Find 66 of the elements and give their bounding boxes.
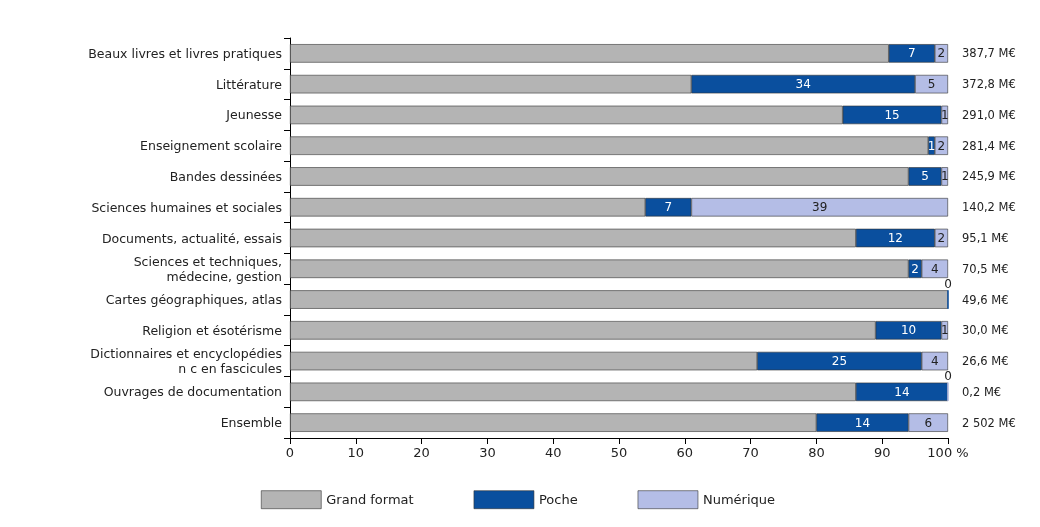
text: 245,9 M€ [962, 169, 1016, 184]
data-label: 7 [907, 46, 916, 61]
data-label: 14 [854, 415, 871, 430]
text: 387,7 M€ [962, 46, 1016, 61]
x-tick-label: 10 [347, 445, 365, 460]
x-tick-label: 60 [676, 445, 694, 460]
y-tick-label: Dictionnaires et encyclopédies n c en fascicules [90, 346, 282, 377]
text: 95,1 M€ [962, 231, 1009, 245]
text: 2 502 M€ [962, 415, 1016, 430]
data-label: 2 [937, 231, 946, 245]
y-tick-label: Enseignement scolaire [140, 138, 283, 154]
text: 281,4 M€ [962, 138, 1016, 153]
data-label: 14 [894, 384, 910, 399]
data-label: 34 [795, 77, 811, 92]
data-label: 5 [927, 77, 936, 92]
data-label: 39 [812, 200, 828, 215]
data-label: 1 [940, 107, 949, 122]
data-label: 5 [921, 169, 929, 184]
text: 30,0 M€ [962, 323, 1009, 338]
x-tick-label: 70 [742, 445, 759, 460]
x-tick-label: 100 % [927, 445, 969, 460]
x-tick-label: 30 [479, 445, 496, 460]
y-tick-label: Sciences et techniques, médecine, gestion [133, 253, 282, 284]
x-tick-label: 50 [610, 445, 628, 460]
data-label: 15 [884, 107, 900, 122]
data-label: 4 [931, 354, 939, 369]
y-tick-label: Beaux livres et livres pratiques [88, 45, 282, 61]
data-label: 10 [900, 323, 917, 338]
text: 70,5 M€ [962, 261, 1009, 276]
bar [290, 290, 948, 309]
data-label: 12 [887, 231, 903, 245]
data-label: 0 [944, 276, 952, 291]
text: 26,6 M€ [962, 354, 1009, 369]
legend-label: Numérique [702, 492, 776, 508]
data-label: 7 [664, 200, 673, 215]
text: 372,8 M€ [962, 77, 1016, 92]
x-tick-label: 80 [808, 445, 825, 460]
legend-label: Poche [538, 492, 578, 508]
text: 49,6 M€ [962, 292, 1009, 307]
data-label: 25 [831, 354, 848, 369]
y-tick-label: Jeunesse [225, 107, 283, 123]
x-tick-label: 90 [873, 445, 891, 460]
data-label: 2 [937, 138, 946, 153]
text: 140,2 M€ [962, 200, 1016, 215]
y-tick-label: Ensemble [220, 415, 283, 431]
text: 0,2 M€ [962, 384, 1002, 399]
text: 291,0 M€ [962, 107, 1016, 122]
y-tick-label: Cartes géographiques, atlas [105, 292, 282, 308]
y-tick-label: Religion et ésotérisme [142, 322, 283, 338]
y-tick-label: Documents, actualité, essais [101, 230, 282, 246]
y-tick-label: Bandes dessinées [169, 168, 282, 184]
y-tick-label: Ouvrages de documentation [103, 384, 282, 400]
data-label: 0 [944, 369, 952, 384]
data-label: 1 [940, 169, 949, 184]
y-tick-label: Littérature [215, 76, 283, 92]
data-label: 6 [924, 415, 933, 430]
x-tick-label: 0 [285, 445, 295, 460]
data-label: 4 [931, 261, 939, 276]
data-label: 1 [940, 323, 949, 338]
x-tick-label: 20 [413, 445, 430, 460]
x-tick-label: 40 [544, 445, 562, 460]
data-label: 1 [927, 138, 936, 153]
legend-label: Grand format [326, 492, 414, 508]
data-label: 2 [937, 46, 946, 61]
data-label: 2 [911, 261, 919, 276]
y-tick-label: Sciences humaines et sociales [91, 199, 282, 215]
